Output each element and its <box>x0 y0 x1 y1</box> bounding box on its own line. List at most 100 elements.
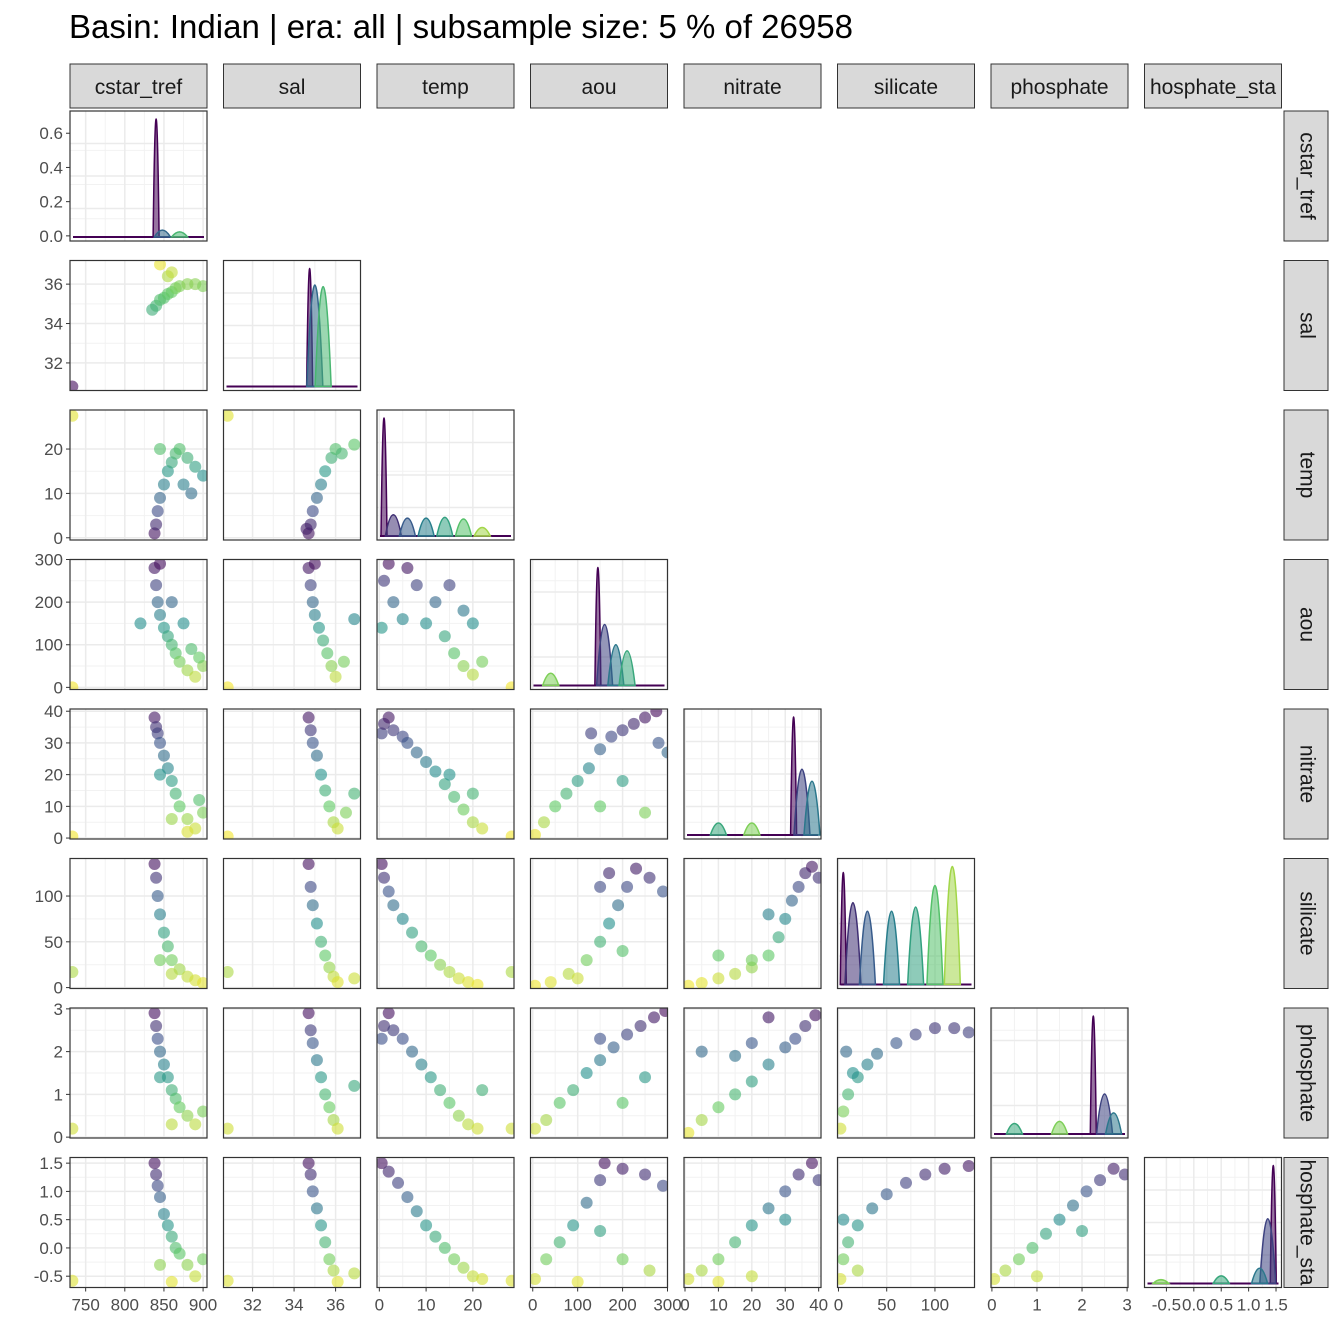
data-point <box>321 647 334 660</box>
data-point <box>223 681 234 690</box>
row-strip-label-silicate: silicate <box>1295 891 1318 955</box>
data-point <box>745 1219 758 1232</box>
data-point <box>837 1105 850 1118</box>
data-point <box>476 822 489 835</box>
data-point <box>745 954 758 967</box>
panel-marks <box>223 858 361 989</box>
data-point <box>306 736 319 749</box>
data-point <box>553 1236 566 1249</box>
panel-marks <box>70 711 207 839</box>
density-curve <box>153 229 172 238</box>
data-point <box>323 1253 336 1266</box>
panel-silicate-vs-cstar_tref <box>69 857 208 990</box>
data-point <box>157 1058 170 1071</box>
data-point <box>457 1261 470 1274</box>
x-tick-label: 0 <box>834 1296 843 1315</box>
data-point <box>148 858 161 870</box>
data-point <box>616 1253 629 1266</box>
panel-phosphate_star-vs-aou <box>529 1156 669 1289</box>
panel-aou-vs-aou <box>529 558 669 691</box>
data-point <box>745 1075 758 1088</box>
data-point <box>530 1273 541 1286</box>
column-strip-label-temp: temp <box>422 76 469 99</box>
panel-border <box>529 1156 669 1289</box>
x-tick-label: 1.0 <box>1237 1296 1261 1315</box>
x-tick-label: 750 <box>71 1296 99 1315</box>
panel-aou-vs-temp <box>376 558 515 691</box>
data-point <box>150 579 163 592</box>
data-point <box>837 1122 847 1135</box>
data-point <box>323 800 336 813</box>
data-point <box>562 967 575 980</box>
panel-temp-vs-sal <box>222 409 362 541</box>
data-point <box>410 579 423 592</box>
x-tick-label: 1.5 <box>1264 1296 1288 1315</box>
data-point <box>762 949 775 962</box>
data-point <box>603 917 616 930</box>
column-strip-label-aou: aou <box>581 76 616 99</box>
x-tick-label: 32 <box>243 1296 262 1315</box>
data-point <box>540 1253 553 1266</box>
density-curve <box>1250 1267 1269 1285</box>
data-point <box>448 1253 461 1266</box>
panel-border <box>222 1156 362 1289</box>
data-point <box>861 1058 874 1071</box>
data-point <box>348 613 361 626</box>
data-point <box>148 527 161 540</box>
panel-sal-vs-sal <box>222 259 362 392</box>
data-point <box>339 806 352 819</box>
data-point <box>540 1114 553 1127</box>
data-point <box>880 1188 893 1201</box>
row-strip-cstar_tref <box>1283 110 1329 242</box>
data-point <box>337 655 350 668</box>
y-tick-label: 0 <box>54 1128 63 1147</box>
data-point <box>779 912 792 925</box>
y-tick-label: 200 <box>35 593 63 612</box>
data-point <box>712 1101 725 1114</box>
x-tick-label: 34 <box>285 1296 304 1315</box>
data-point <box>377 1032 388 1045</box>
data-point <box>382 559 395 570</box>
data-point <box>382 1165 395 1178</box>
data-point <box>471 978 484 989</box>
data-point <box>387 899 400 912</box>
data-point <box>304 1168 317 1181</box>
x-tick-label: -0.5 <box>1152 1296 1181 1315</box>
panel-border <box>69 558 208 691</box>
data-point <box>315 478 328 491</box>
row-strip-label-aou: aou <box>1295 607 1318 642</box>
data-point <box>549 800 562 813</box>
data-point <box>1080 1185 1093 1198</box>
row-strip-nitrate <box>1283 708 1329 840</box>
y-tick-label: 20 <box>44 440 63 459</box>
data-point <box>729 1049 742 1062</box>
data-point <box>165 1230 178 1243</box>
row-strip-label-phosphate: phosphate <box>1295 1024 1318 1122</box>
data-point <box>792 1168 805 1181</box>
y-tick-label: 30 <box>44 734 63 753</box>
y-tick-label: 40 <box>44 702 63 721</box>
data-point <box>189 460 202 473</box>
data-point <box>197 977 207 989</box>
column-strip-phosphate <box>990 63 1129 109</box>
panel-marks <box>226 267 358 388</box>
data-point <box>1094 1174 1107 1187</box>
panel-marks <box>377 1157 514 1287</box>
data-point <box>377 1157 388 1170</box>
panel-nitrate-vs-aou <box>529 708 669 840</box>
data-point <box>712 1275 725 1288</box>
panel-marks <box>530 1157 668 1288</box>
data-point <box>165 967 178 980</box>
y-tick-label: 10 <box>44 797 63 816</box>
data-point <box>310 749 323 762</box>
density-curve <box>314 286 332 388</box>
data-point <box>392 1176 405 1189</box>
data-point <box>476 1084 489 1097</box>
data-point <box>812 871 821 884</box>
panel-temp-vs-cstar_tref <box>69 409 208 541</box>
data-point <box>799 1019 812 1032</box>
panel-marks <box>70 858 207 989</box>
data-point <box>70 966 79 979</box>
row-strip-label-cstar_tref: cstar_tref <box>1295 132 1318 220</box>
data-point <box>789 1032 802 1045</box>
